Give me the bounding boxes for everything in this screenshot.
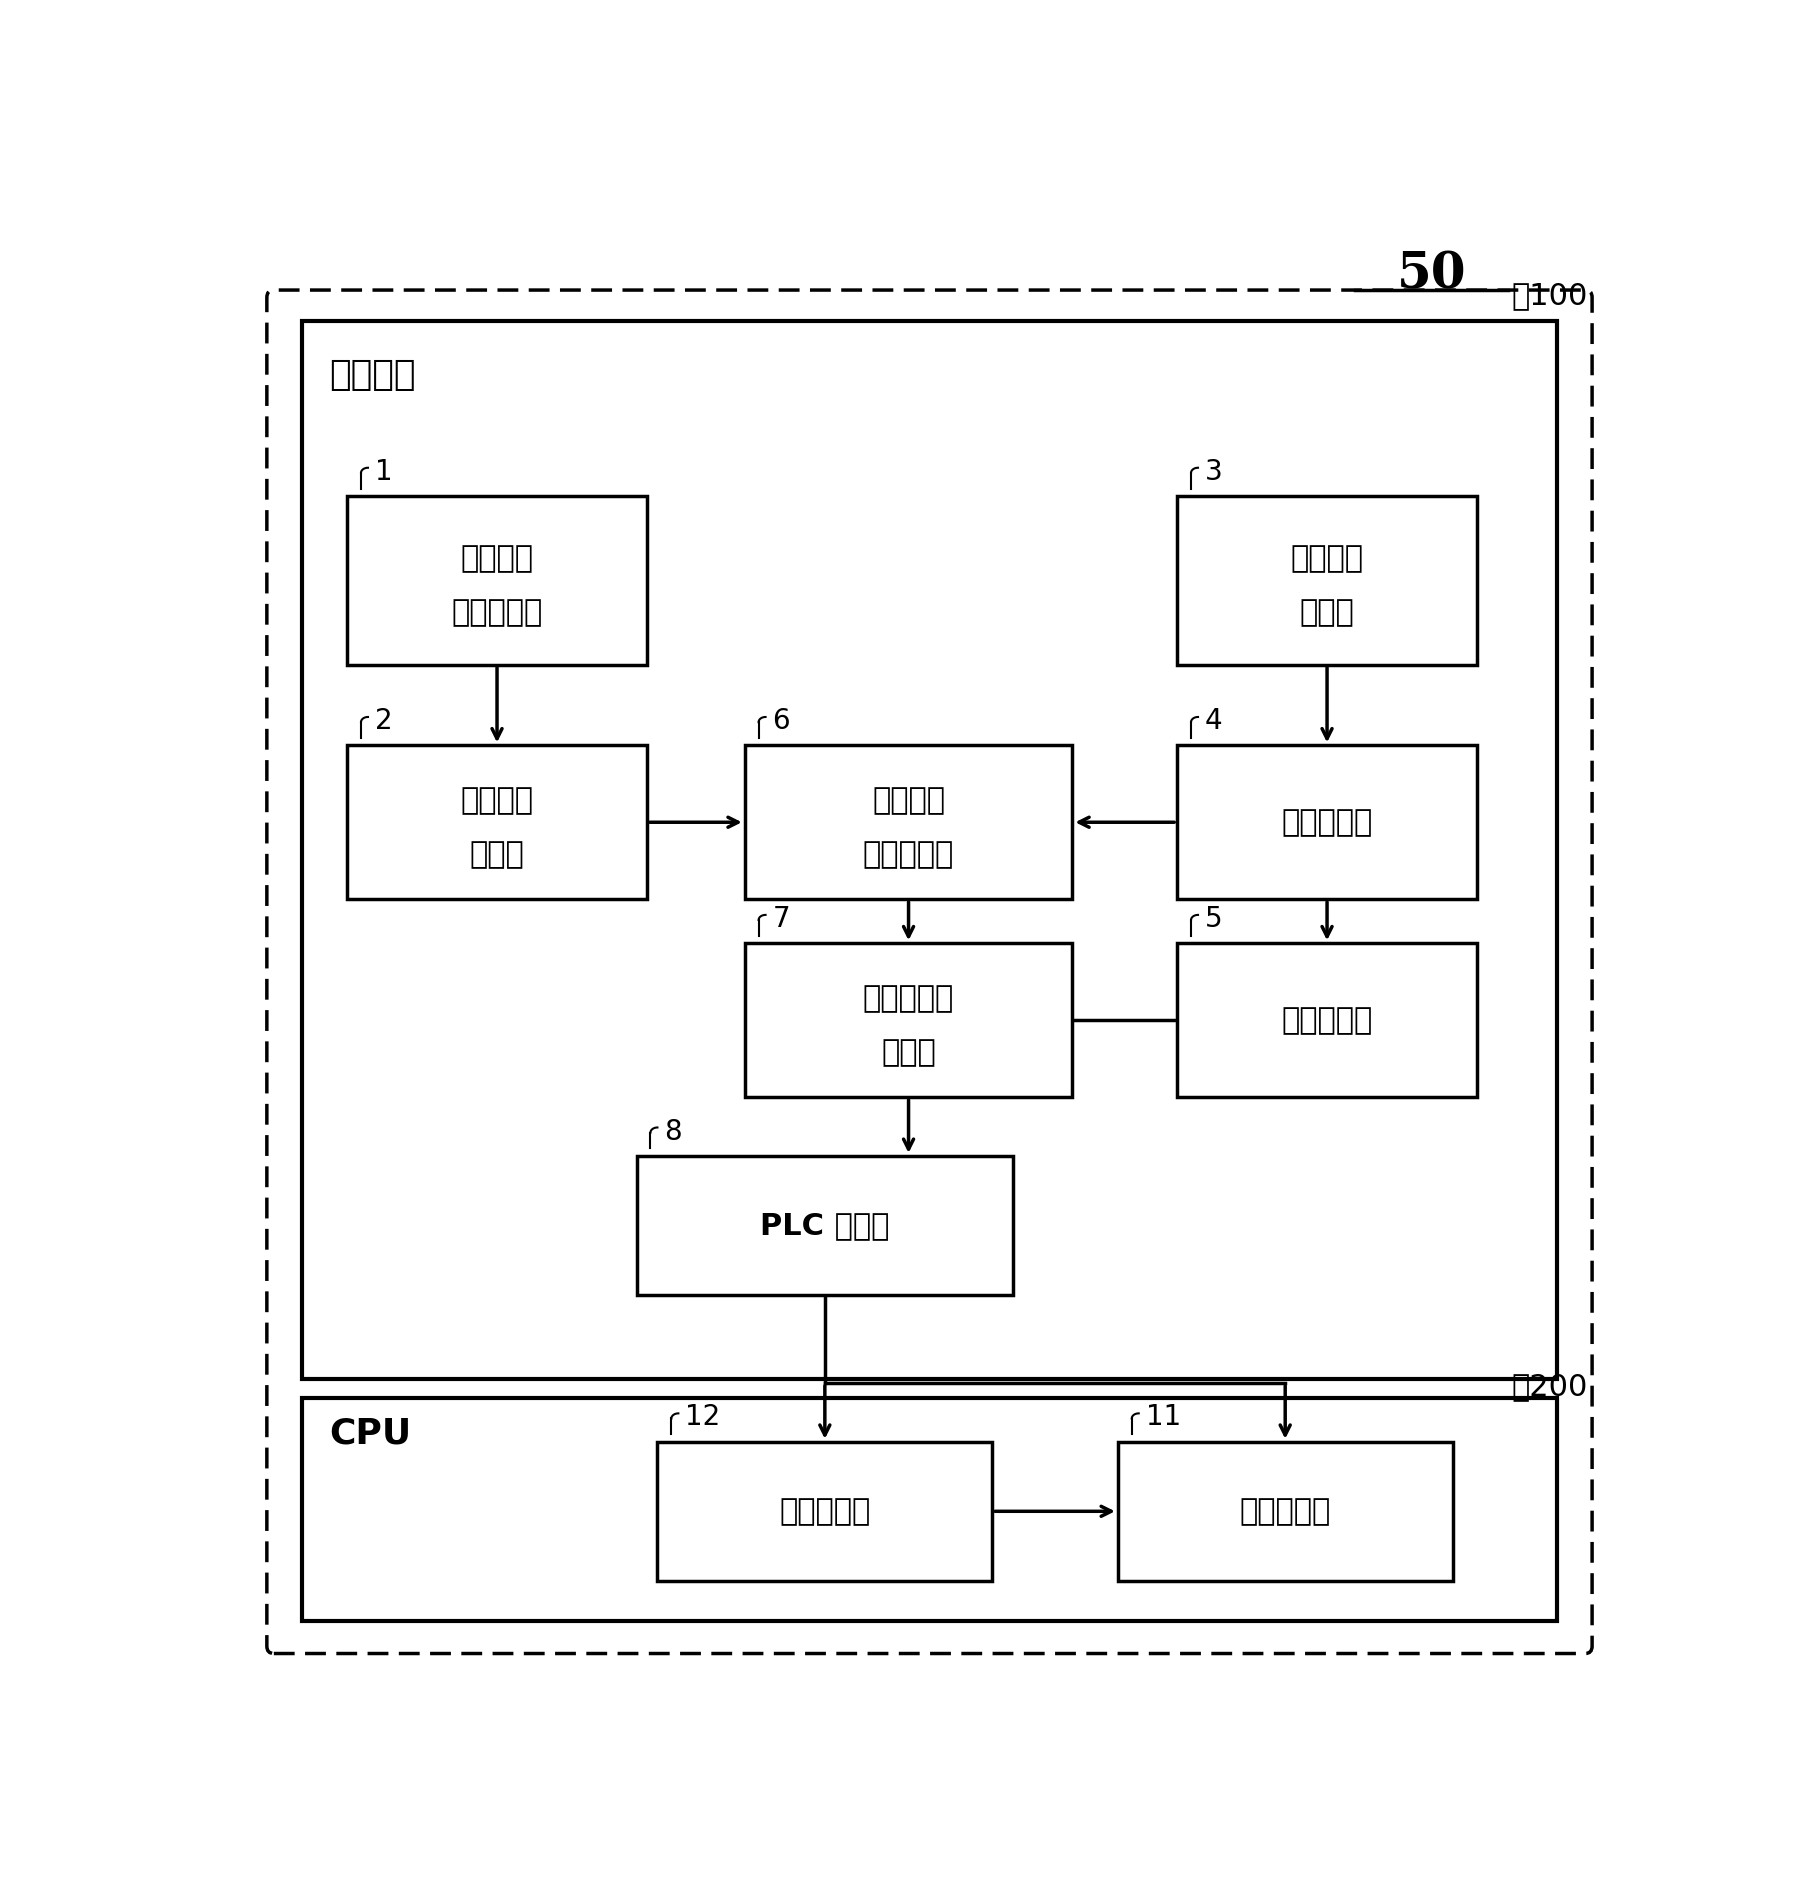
Text: PLC 通信部: PLC 通信部	[760, 1211, 889, 1240]
Text: ⸏100: ⸏100	[1512, 282, 1588, 310]
Text: 6: 6	[772, 706, 790, 735]
FancyBboxPatch shape	[266, 289, 1591, 1653]
Text: 位置检索部: 位置检索部	[862, 840, 954, 868]
FancyBboxPatch shape	[745, 942, 1073, 1097]
Text: 4: 4	[1204, 706, 1222, 735]
FancyBboxPatch shape	[1177, 744, 1478, 899]
Text: 单元结构: 单元结构	[461, 545, 533, 573]
FancyBboxPatch shape	[347, 744, 646, 899]
Text: 50: 50	[1397, 251, 1467, 301]
Text: 程序存储部: 程序存储部	[1282, 807, 1373, 836]
Text: 变量使用: 变量使用	[871, 786, 945, 815]
Text: 程序变换部: 程序变换部	[1282, 1005, 1373, 1034]
Text: 1: 1	[374, 457, 392, 486]
Text: 显示编辑部: 显示编辑部	[452, 598, 542, 626]
FancyBboxPatch shape	[1177, 942, 1478, 1097]
FancyBboxPatch shape	[1177, 497, 1478, 664]
Text: 程序显示: 程序显示	[1291, 545, 1364, 573]
Text: 设计工具: 设计工具	[329, 358, 416, 392]
Text: 执行控制部: 执行控制部	[779, 1497, 871, 1525]
Text: 设定部: 设定部	[882, 1038, 936, 1066]
Text: 保持部: 保持部	[470, 840, 524, 868]
Text: 12: 12	[686, 1403, 720, 1432]
Text: 2: 2	[374, 706, 392, 735]
FancyBboxPatch shape	[347, 497, 646, 664]
FancyBboxPatch shape	[745, 744, 1073, 899]
Text: 编辑部: 编辑部	[1300, 598, 1354, 626]
Text: ⸏200: ⸏200	[1512, 1373, 1588, 1401]
Text: 执行无效化: 执行无效化	[862, 984, 954, 1013]
Text: 5: 5	[1204, 904, 1222, 933]
FancyBboxPatch shape	[637, 1156, 1013, 1295]
Text: 11: 11	[1147, 1403, 1181, 1432]
Text: 单元变量: 单元变量	[461, 786, 533, 815]
FancyBboxPatch shape	[302, 1398, 1557, 1622]
Text: CPU: CPU	[329, 1417, 412, 1451]
Text: 8: 8	[664, 1118, 682, 1146]
FancyBboxPatch shape	[302, 322, 1557, 1378]
Text: 3: 3	[1204, 457, 1222, 486]
Text: 7: 7	[772, 904, 790, 933]
Text: 程序执行部: 程序执行部	[1240, 1497, 1330, 1525]
FancyBboxPatch shape	[1118, 1441, 1453, 1580]
FancyBboxPatch shape	[657, 1441, 992, 1580]
